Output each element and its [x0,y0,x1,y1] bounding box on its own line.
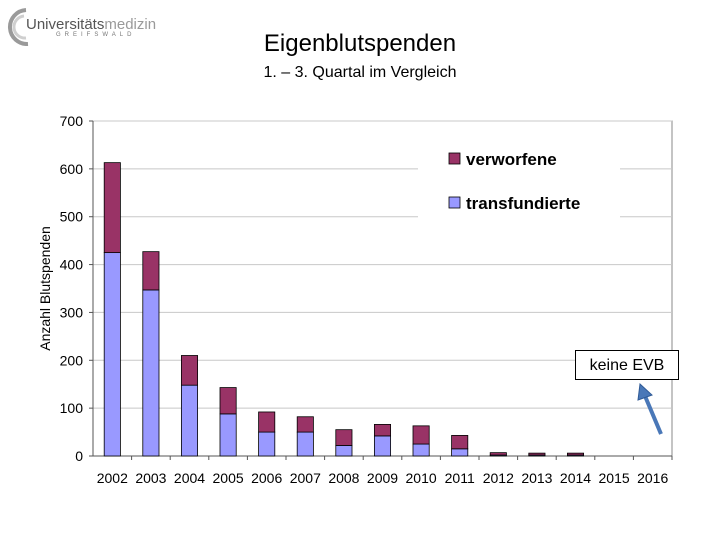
x-tick-label: 2013 [521,470,552,486]
bar-verworfene-2004 [180,355,199,386]
x-tick-label: 2005 [213,470,244,486]
x-tick-label: 2015 [599,470,630,486]
y-tick-label: 0 [75,448,83,464]
legend-swatch-verworfene [448,152,461,165]
bar-transfundierte-2008 [335,445,353,457]
x-tick-label: 2006 [251,470,282,486]
y-tick-label: 700 [60,113,84,129]
y-tick-label: 300 [60,304,84,320]
logo-name-part2: medizin [104,16,157,33]
x-tick-label: 2008 [328,470,359,486]
bar-transfundierte-2011 [451,448,469,457]
bar-transfundierte-2009 [373,435,392,457]
bar-transfundierte-2005 [219,413,237,457]
x-tick-label: 2014 [560,470,591,486]
university-logo: Universitätsmedizin GREIFSWALD [4,4,156,48]
y-tick-label: 600 [60,161,84,177]
chart-subtitle: 1. – 3. Quartal im Vergleich [263,64,457,81]
logo-city: GREIFSWALD [56,32,136,38]
bar-verworfene-2005 [219,387,237,415]
bar-verworfene-2008 [335,429,353,446]
bar-verworfene-2006 [258,411,276,433]
bar-transfundierte-2007 [296,431,314,457]
bar-verworfene-2003 [142,251,160,291]
x-tick-label: 2004 [174,470,205,486]
bar-transfundierte-2003 [142,289,160,457]
x-tick-label: 2016 [637,470,668,486]
x-tick-label: 2012 [483,470,514,486]
x-tick-label: 2007 [290,470,321,486]
y-tick-label: 100 [60,400,84,416]
bar-verworfene-2009 [373,424,392,437]
x-tick-label: 2003 [135,470,166,486]
logo-wordmark: Universitätsmedizin [26,16,156,33]
y-axis-label: Anzahl Blutspenden [37,226,53,351]
x-tick-label: 2009 [367,470,398,486]
legend-swatch-transfundierte [448,196,461,209]
annotation-arrow-shaft [643,395,663,435]
chart-title: Eigenblutspenden [263,30,457,57]
bar-verworfene-2010 [412,425,430,445]
y-tick-label: 200 [60,352,84,368]
bar-verworfene-2007 [296,416,314,433]
bar-verworfene-2012 [489,452,507,456]
x-tick-label: 2011 [445,470,475,486]
annotation-box: keine EVB [575,350,679,380]
bar-transfundierte-2004 [180,384,199,457]
bar-verworfene-2011 [451,435,469,450]
bar-verworfene-2002 [103,162,121,254]
y-tick-label: 500 [60,209,84,225]
annotation-arrow-head [637,382,653,401]
x-tick-label: 2002 [97,470,128,486]
logo-name-part1: Universitäts [26,16,105,33]
bar-verworfene-2013 [528,452,546,456]
y-tick-label: 400 [60,257,84,273]
bar-transfundierte-2006 [258,431,276,457]
bar-transfundierte-2010 [412,443,430,457]
legend-label-verworfene: verworfene [466,150,557,169]
bar-verworfene-2014 [566,452,585,456]
legend-label-transfundierte: transfundierte [466,194,580,213]
bar-transfundierte-2002 [103,252,121,457]
logo-emblem-icon [8,8,29,46]
x-tick-label: 2010 [406,470,437,486]
